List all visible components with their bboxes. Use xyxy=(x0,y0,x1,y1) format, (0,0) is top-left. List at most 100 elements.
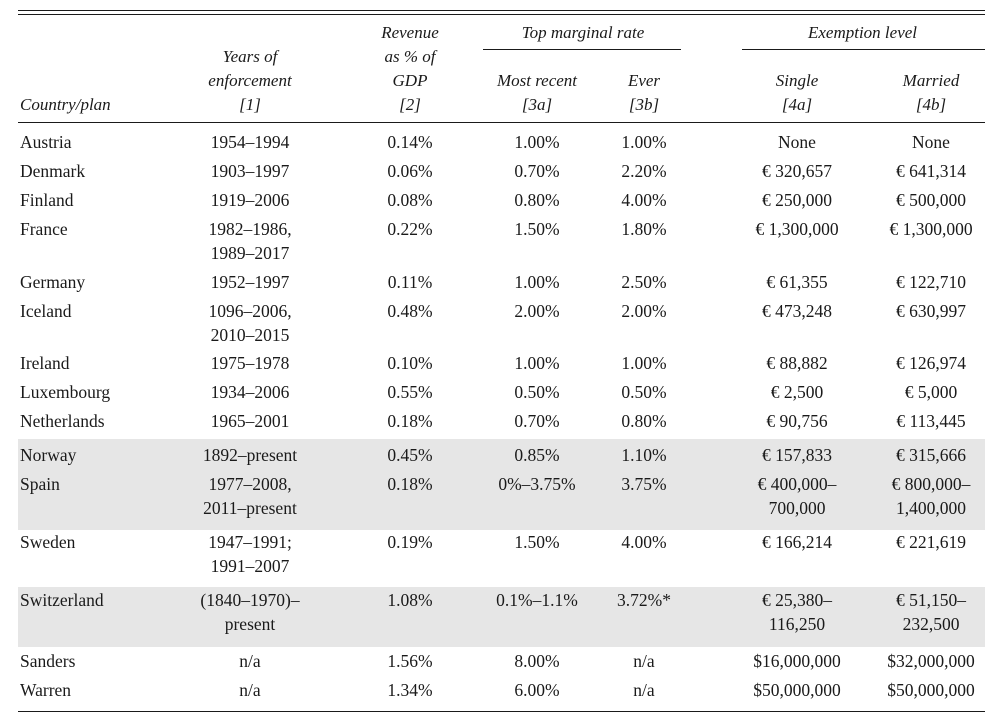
cell-line: 0%–3.75% xyxy=(498,474,576,494)
header-married-line: Married xyxy=(902,71,960,90)
cell-line: 0.19% xyxy=(387,532,433,552)
cell-years: 1919–2006 xyxy=(180,188,320,212)
cell-line: € 61,355 xyxy=(766,272,828,292)
cell-married: € 126,974 xyxy=(866,351,995,375)
cell-line: n/a xyxy=(239,651,261,671)
cell-line: Netherlands xyxy=(20,411,105,431)
cell-recent: 0.70% xyxy=(472,409,602,433)
cell-country: Spain xyxy=(20,472,60,496)
cell-single: € 88,882 xyxy=(732,351,862,375)
cell-line: 1947–1991; xyxy=(208,532,292,552)
cell-single: € 157,833 xyxy=(732,443,862,467)
header-most-recent-line: Most recent xyxy=(496,71,578,90)
cell-line: 1934–2006 xyxy=(210,382,290,402)
cell-line: Germany xyxy=(20,272,86,292)
cell-line: € 1,300,000 xyxy=(755,219,839,239)
cell-years: 1952–1997 xyxy=(180,270,320,294)
cell-line: € 500,000 xyxy=(896,190,966,210)
cell-line: 1952–1997 xyxy=(210,272,290,292)
cell-married: $50,000,000 xyxy=(866,678,995,702)
header-single: Single [4a] xyxy=(732,69,862,117)
cell-line: 700,000 xyxy=(768,498,826,518)
cell-ever: 1.10% xyxy=(594,443,694,467)
cell-line: 0.18% xyxy=(387,411,433,431)
cell-years: 1965–2001 xyxy=(180,409,320,433)
cell-line: € 221,619 xyxy=(896,532,966,552)
cell-line: 1977–2008, xyxy=(208,474,292,494)
cell-ever: 1.80% xyxy=(594,217,694,241)
header-years-line: [1] xyxy=(239,95,261,114)
cell-country: Warren xyxy=(20,678,71,702)
cell-recent: 6.00% xyxy=(472,678,602,702)
header-ever-line: Ever xyxy=(627,71,661,90)
wealth-tax-table: Top marginal rate Exemption level Revenu… xyxy=(18,0,985,722)
header-married: Married [4b] xyxy=(866,69,995,117)
cell-revenue: 0.14% xyxy=(340,130,480,154)
cell-line: 4.00% xyxy=(621,190,667,210)
cell-line: 2010–2015 xyxy=(210,325,290,345)
cell-ever: 1.00% xyxy=(594,130,694,154)
cell-line: 1.00% xyxy=(621,132,667,152)
cell-single: € 90,756 xyxy=(732,409,862,433)
cell-line: 0.1%–1.1% xyxy=(496,590,578,610)
cell-line: 1.08% xyxy=(387,590,433,610)
cell-line: Luxembourg xyxy=(20,382,111,402)
cell-country: Denmark xyxy=(20,159,85,183)
cell-recent: 2.00% xyxy=(472,299,602,323)
cell-ever: 2.00% xyxy=(594,299,694,323)
cell-ever: 3.72%* xyxy=(594,588,694,612)
cell-line: 1.00% xyxy=(621,353,667,373)
cell-years: 1096–2006, 2010–2015 xyxy=(180,299,320,347)
cell-line: 1.34% xyxy=(387,680,433,700)
cell-years: n/a xyxy=(180,649,320,673)
cell-recent: 1.50% xyxy=(472,217,602,241)
cell-line: France xyxy=(20,219,68,239)
cell-single: € 166,214 xyxy=(732,530,862,554)
cell-line: 1,400,000 xyxy=(896,498,966,518)
header-ever: Ever [3b] xyxy=(594,69,694,117)
table-row: Denmark 1903–1997 0.06% 0.70% 2.20% € 320,657… xyxy=(18,159,985,188)
cell-country: Finland xyxy=(20,188,73,212)
cell-ever: 2.50% xyxy=(594,270,694,294)
cell-recent: 0.1%–1.1% xyxy=(472,588,602,612)
cell-line: (1840–1970)– xyxy=(200,590,300,610)
cell-revenue: 0.18% xyxy=(340,409,480,433)
table-row: Germany 1952–1997 0.11% 1.00% 2.50% € 61,355 €… xyxy=(18,270,985,299)
cell-married: € 315,666 xyxy=(866,443,995,467)
cell-line: 1975–1978 xyxy=(210,353,290,373)
cell-line: Switzerland xyxy=(20,590,104,610)
cell-line: 0.10% xyxy=(387,353,433,373)
cell-line: 0.70% xyxy=(514,161,560,181)
cell-revenue: 1.34% xyxy=(340,678,480,702)
header-revenue: Revenue as % of GDP [2] xyxy=(340,21,480,117)
cell-ever: 4.00% xyxy=(594,188,694,212)
table-row: Warren n/a 1.34% 6.00% n/a $50,000,000 $50,000… xyxy=(18,678,985,707)
cell-married: € 113,445 xyxy=(866,409,995,433)
cell-line: Denmark xyxy=(20,161,86,181)
cell-recent: 1.50% xyxy=(472,530,602,554)
cell-line: 0.11% xyxy=(387,272,433,292)
cell-line: 0.70% xyxy=(514,411,560,431)
cell-line: € 250,000 xyxy=(762,190,832,210)
cell-single: € 250,000 xyxy=(732,188,862,212)
cell-line: 0.85% xyxy=(514,445,560,465)
cell-country: Austria xyxy=(20,130,72,154)
header-single-line: Single xyxy=(775,71,819,90)
table-row: Spain 1977–2008, 2011–present 0.18% 0%–3.75%… xyxy=(18,472,985,518)
cell-recent: 0.50% xyxy=(472,380,602,404)
cell-line: Warren xyxy=(20,680,72,700)
header-revenue-line: GDP xyxy=(392,71,428,90)
cell-revenue: 1.56% xyxy=(340,649,480,673)
cell-line: € 400,000– xyxy=(757,474,837,494)
cell-line: 0.50% xyxy=(514,382,560,402)
header-years: Years of enforcement [1] xyxy=(180,45,320,117)
cell-line: 3.72%* xyxy=(617,590,671,610)
cell-line: 1.50% xyxy=(514,532,560,552)
cell-line: 116,250 xyxy=(768,614,826,634)
cell-line: 0.18% xyxy=(387,474,433,494)
cell-line: $32,000,000 xyxy=(887,651,975,671)
cell-line: Austria xyxy=(20,132,72,152)
cell-line: € 90,756 xyxy=(766,411,828,431)
cell-line: € 473,248 xyxy=(762,301,832,321)
cell-ever: 1.00% xyxy=(594,351,694,375)
